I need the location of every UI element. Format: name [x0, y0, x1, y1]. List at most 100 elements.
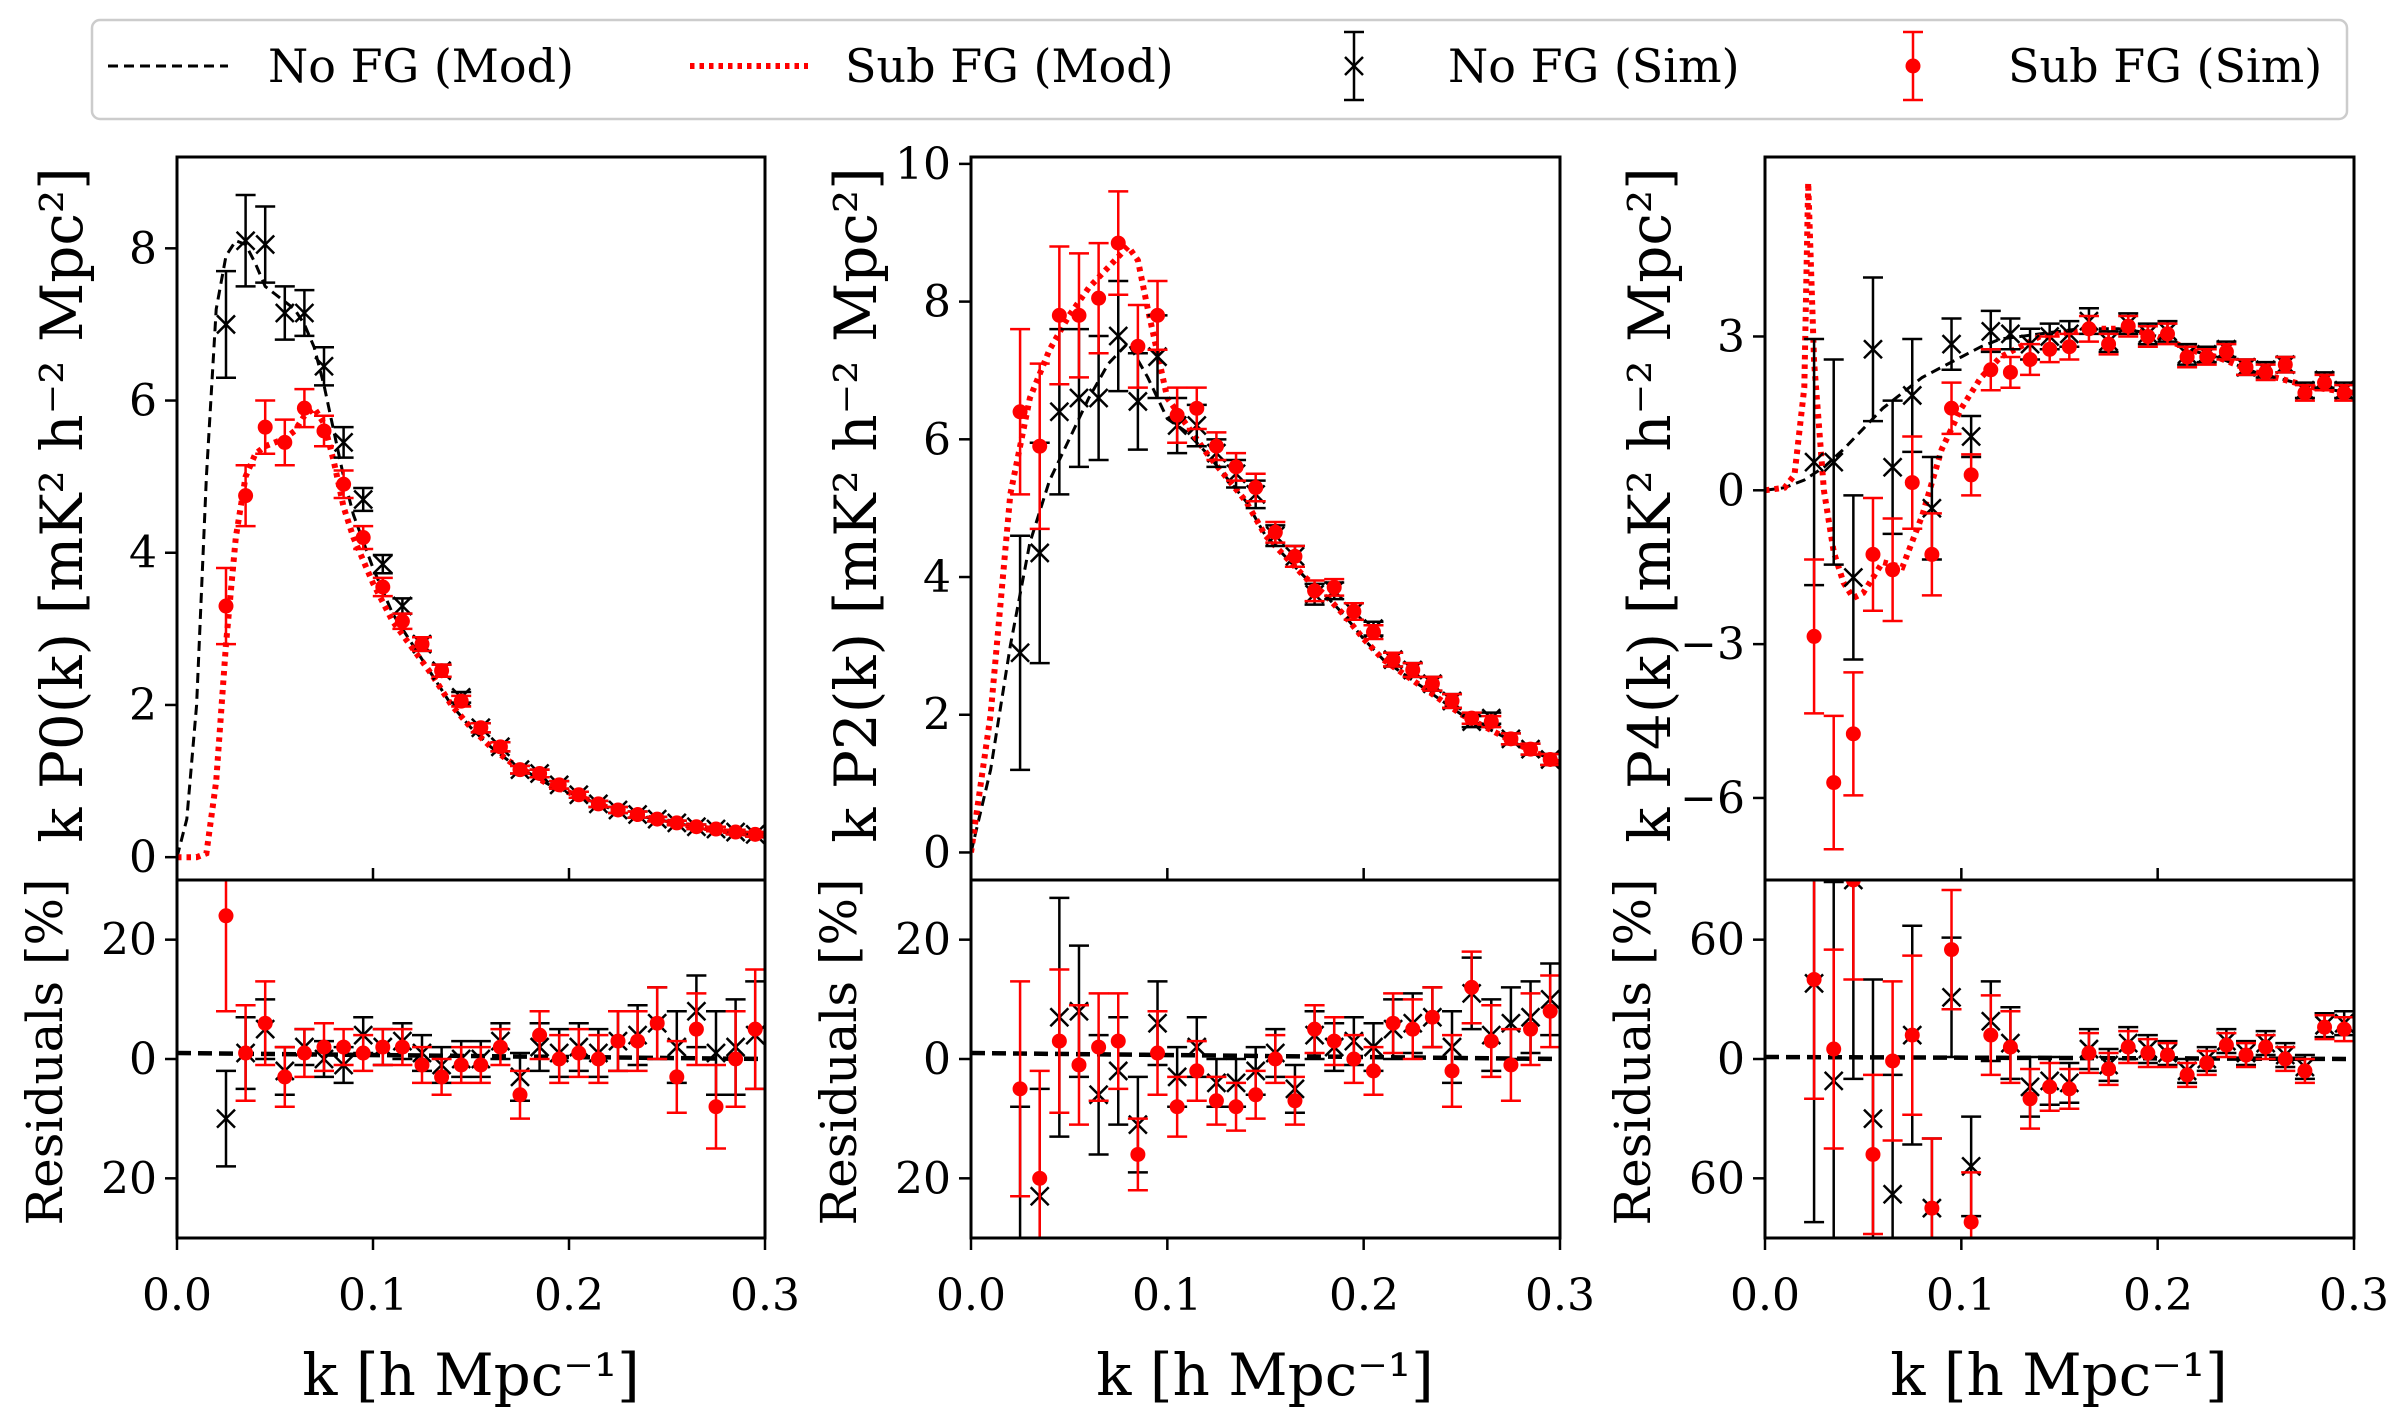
p0-res-subfg-point-19	[588, 1033, 609, 1085]
p2-main-ytick-2: 4	[923, 552, 951, 603]
p0-subfg-point-2	[255, 399, 276, 456]
p4-nofg-point-7	[1941, 317, 1962, 372]
p2-subfg-point-18	[1363, 623, 1384, 641]
p0-xtick-3: 0.3	[730, 1270, 800, 1321]
p2-res-subfg-point-0	[1010, 980, 1031, 1198]
p0-main-series	[177, 193, 765, 861]
p2-subfg-point-26	[1520, 741, 1541, 757]
p0-res-subfg-point-23	[666, 1039, 687, 1114]
p2-res-subfg-point-14	[1284, 1075, 1305, 1126]
p4-nofg-point-5	[1902, 337, 1923, 454]
p0-subfg-point-11	[431, 663, 452, 679]
p4-subfg-point-18	[2157, 322, 2178, 346]
p2-subfg-point-5	[1108, 190, 1129, 296]
p4-subfg-point-21	[2216, 342, 2237, 361]
p2-res-subfg-point-10	[1206, 1075, 1227, 1126]
p4-res-subfg-point-4	[1882, 980, 1903, 1142]
p2-xtick-3: 0.3	[1525, 1270, 1595, 1321]
p0-nofg-point-2	[255, 205, 276, 284]
p0-xtick-2: 0.2	[534, 1270, 604, 1321]
p4-res-subfg-point-8	[1961, 1171, 1982, 1238]
p0-res-subfg-point-20	[608, 1010, 628, 1073]
p0-main-ytick-0: 0	[129, 832, 157, 883]
p4-subfg-point-3	[1862, 496, 1883, 613]
p0-res-axis-label: Residuals [%]	[16, 879, 74, 1226]
p2-res-subfg-point-25	[1500, 1027, 1521, 1103]
p2-subfg-point-24	[1481, 714, 1502, 730]
p0-res-subfg-point-1	[235, 1004, 256, 1103]
p2-res-series	[971, 896, 1560, 1238]
p0-res-ytick-2: 20	[101, 1153, 157, 1204]
p0-res-subfg-point-2	[255, 980, 276, 1067]
p2-res-subfg-point-27	[1540, 974, 1560, 1049]
p0-subfg-point-23	[666, 815, 687, 831]
p0-nofg-point-9	[392, 596, 413, 616]
p4-y-axis-label: k P4(k) [mK² h⁻² Mpc²]	[1616, 167, 1684, 843]
p4-subfg-point-20	[2196, 348, 2217, 366]
p2-nofg-point-5	[1108, 279, 1129, 393]
p0-res-series	[177, 880, 765, 1168]
p0-subfg-point-12	[451, 693, 472, 709]
p2-main-plot: 0 2 4 6 8 10	[895, 139, 1562, 882]
p0-main-ytick-3: 6	[129, 376, 157, 427]
p4-res-subfg-point-2	[1843, 880, 1864, 981]
p4-res-subfg-point-12	[2039, 1061, 2060, 1112]
p4-subfg-point-27	[2334, 383, 2354, 402]
p0-subfg-point-7	[353, 524, 374, 551]
p0-subfg-point-0	[216, 566, 236, 646]
p0-res-subfg-point-14	[490, 1027, 511, 1067]
p0-res-subfg-point-0	[216, 880, 236, 1013]
p0-subfg-point-9	[392, 612, 413, 631]
p2-subfg-point-1	[1029, 362, 1050, 531]
p2-main-ytick-4: 8	[923, 277, 951, 328]
p4-subfg-point-11	[2020, 342, 2041, 377]
p4-subfg-point-13	[2059, 332, 2080, 361]
p2-subfg-point-25	[1500, 731, 1521, 747]
p2-subfg-point-12	[1245, 472, 1266, 503]
p0-res-subfg-point-5	[314, 1021, 334, 1073]
p0-subfg-point-13	[470, 720, 491, 736]
p4-nofg-point-10	[2000, 317, 2021, 351]
p2-y-axis-label: k P2(k) [mK² h⁻² Mpc²]	[822, 167, 890, 843]
legend-entry-subfg-sim: Sub FG (Sim)	[1903, 30, 2322, 102]
p0-subfg-point-27	[745, 826, 765, 842]
p2-subfg-point-7	[1147, 279, 1168, 352]
p0-res-subfg-point-25	[706, 1063, 726, 1150]
p2-xtick-2: 0.2	[1329, 1270, 1399, 1321]
p4-res-ytick-1: 0	[1717, 1034, 1745, 1085]
p2-xtick-0: 0.0	[936, 1270, 1006, 1321]
p2-res-subfg-point-9	[1186, 1039, 1207, 1103]
legend-entry-nofg-mod: No FG (Mod)	[108, 39, 574, 93]
p2-subfg-point-6	[1127, 303, 1148, 389]
p2-x-ticks: 0.0 0.1 0.2 0.3	[936, 1270, 1595, 1321]
p0-subfg-point-25	[706, 821, 726, 837]
p4-res-nofg-point-2	[1843, 880, 1864, 1081]
p4-res-subfg-point-6	[1921, 1137, 1942, 1238]
p2-subfg-point-11	[1226, 451, 1247, 482]
p4-res-subfg-point-16	[2118, 1029, 2139, 1065]
legend-label-nofg-sim: No FG (Sim)	[1448, 39, 1740, 93]
p0-res-nofg-point-0	[216, 1069, 236, 1168]
p2-nofg-point-4	[1088, 334, 1109, 462]
p4-res-subfg-point-22	[2236, 1041, 2257, 1069]
p0-x-axis-label: k [h Mpc⁻¹]	[302, 1341, 640, 1409]
p2-subfg-point-21	[1422, 675, 1443, 692]
p0-res-subfg-point-8	[372, 1027, 393, 1067]
p2-res-subfg-point-24	[1481, 1004, 1502, 1079]
p4-main-ytick-2: −3	[1680, 619, 1745, 670]
p0-subfg-point-10	[412, 635, 432, 653]
p0-res-subfg-point-26	[725, 1010, 746, 1108]
p0-y-axis-label: k P0(k) [mK² h⁻² Mpc²]	[28, 167, 96, 843]
p2-xtick-1: 0.1	[1132, 1270, 1202, 1321]
p0-subfg-point-3	[274, 418, 295, 467]
p0-res-subfg-point-3	[274, 1045, 295, 1108]
p2-subfg-point-27	[1540, 752, 1560, 767]
p2-subfg-point-13	[1265, 520, 1286, 544]
p0-subfg-point-22	[647, 811, 668, 827]
p0-subfg-point-18	[568, 787, 589, 803]
p0-res-subfg-point-13	[470, 1045, 491, 1085]
p0-nofg-point-8	[372, 553, 393, 575]
p4-x-ticks: 0.0 0.1 0.2 0.3	[1730, 1270, 2389, 1321]
